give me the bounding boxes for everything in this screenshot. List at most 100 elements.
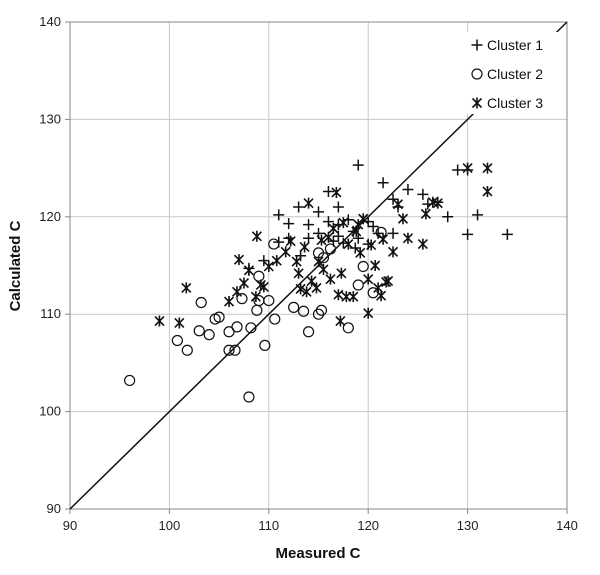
data-point-cluster-3: [311, 282, 322, 294]
data-point-cluster-2: [243, 391, 255, 403]
data-point-cluster-3: [323, 231, 334, 243]
data-point-cluster-3: [338, 217, 349, 229]
legend: Cluster 1 Cluster 2 Cluster 3: [462, 32, 565, 114]
x-tick-label: 100: [159, 518, 181, 533]
data-point-cluster-3: [333, 289, 344, 301]
data-point-cluster-1: [303, 219, 315, 231]
data-point-cluster-2: [324, 243, 337, 255]
data-point-cluster-3: [482, 162, 493, 174]
y-tick-label: 130: [39, 111, 61, 126]
legend-item-cluster-3: Cluster 3: [471, 95, 543, 111]
data-point-cluster-1: [442, 211, 454, 223]
data-point-cluster-3: [378, 233, 389, 245]
data-point-cluster-1: [462, 228, 474, 240]
data-point-cluster-2: [171, 334, 183, 347]
legend-symbol: [471, 68, 483, 80]
data-point-cluster-1: [342, 214, 354, 226]
data-point-cluster-2: [268, 238, 280, 250]
data-point-cluster-3: [462, 162, 473, 174]
data-point-cluster-3: [351, 225, 362, 237]
data-point-cluster-3: [295, 283, 306, 295]
x-tick-label: 90: [63, 518, 77, 533]
data-point-cluster-3: [243, 264, 254, 276]
legend-item-cluster-1: Cluster 1: [471, 37, 543, 53]
data-point-cluster-3: [291, 256, 302, 268]
data-point-cluster-2: [352, 279, 364, 291]
data-point-cluster-3: [271, 255, 282, 267]
data-point-cluster-2: [223, 344, 235, 356]
data-point-cluster-3: [303, 197, 314, 209]
data-point-cluster-1: [352, 232, 364, 244]
data-point-cluster-3: [293, 267, 304, 279]
data-point-cluster-3: [328, 222, 339, 234]
data-point-cluster-3: [154, 315, 165, 327]
data-point-cluster-3: [335, 315, 346, 327]
y-tick-label: 100: [39, 404, 61, 419]
data-point-cluster-2: [302, 326, 315, 338]
data-point-cluster-1: [452, 164, 464, 176]
data-point-cluster-3: [387, 246, 399, 258]
data-point-cluster-1: [377, 177, 389, 189]
data-point-cluster-1: [387, 227, 399, 239]
data-point-cluster-2: [315, 304, 328, 316]
data-point-cluster-2: [231, 321, 243, 333]
axes: [65, 21, 568, 514]
series-cluster-2: [124, 226, 387, 403]
data-point-cluster-3: [370, 260, 381, 271]
data-point-cluster-3: [376, 290, 387, 302]
data-point-cluster-1: [322, 216, 334, 228]
legend-label-cluster-2: Cluster 2: [487, 66, 543, 82]
y-axis-title: Calculated C: [7, 220, 24, 311]
data-point-cluster-2: [213, 311, 225, 323]
data-point-cluster-3: [402, 232, 414, 244]
data-point-cluster-3: [432, 197, 443, 209]
data-point-cluster-1: [352, 159, 364, 171]
data-point-cluster-3: [280, 246, 291, 258]
data-point-cluster-2: [253, 270, 265, 282]
legend-symbol: [471, 97, 483, 109]
data-point-cluster-2: [229, 344, 241, 356]
data-point-cluster-1: [501, 228, 513, 240]
data-point-cluster-3: [355, 247, 366, 259]
legend-symbol: [471, 39, 483, 51]
data-point-cluster-2: [193, 325, 205, 337]
data-point-cluster-1: [295, 250, 307, 262]
data-point-cluster-2: [245, 322, 257, 334]
data-point-cluster-3: [353, 219, 364, 231]
series-cluster-1: [243, 159, 513, 274]
data-point-cluster-3: [238, 277, 250, 289]
data-point-cluster-1: [322, 185, 334, 197]
data-point-cluster-2: [203, 329, 215, 341]
data-point-cluster-1: [303, 232, 315, 244]
x-tick-label: 110: [258, 518, 279, 533]
legend-label-cluster-3: Cluster 3: [487, 95, 543, 111]
data-point-cluster-2: [288, 301, 300, 313]
data-point-cluster-1: [332, 201, 344, 213]
data-point-cluster-2: [181, 344, 193, 356]
data-point-cluster-1: [273, 209, 285, 221]
data-point-cluster-1: [387, 193, 399, 205]
data-point-cluster-3: [397, 213, 409, 225]
data-points: [124, 159, 513, 403]
data-point-cluster-3: [223, 296, 235, 308]
data-point-cluster-2: [269, 313, 281, 325]
data-point-cluster-2: [263, 294, 275, 307]
data-point-cluster-3: [336, 267, 347, 279]
data-point-cluster-3: [420, 208, 431, 220]
data-point-cluster-2: [124, 374, 136, 387]
data-point-cluster-3: [363, 273, 374, 285]
y-tick-label: 90: [47, 501, 61, 516]
data-point-cluster-3: [231, 286, 243, 298]
data-point-cluster-3: [233, 254, 245, 266]
data-point-cluster-3: [325, 273, 336, 285]
plot-frame: [69, 21, 568, 510]
data-point-cluster-3: [174, 317, 185, 329]
data-point-cluster-3: [316, 234, 327, 246]
legend-marker-plus: [471, 39, 483, 51]
data-point-cluster-2: [342, 322, 354, 334]
data-point-cluster-2: [357, 260, 369, 273]
data-point-cluster-2: [297, 305, 310, 317]
tick-labels: 90 100 110 120 130 140 90 100 110 120 130 140: [39, 14, 578, 533]
data-point-cluster-3: [313, 256, 324, 268]
